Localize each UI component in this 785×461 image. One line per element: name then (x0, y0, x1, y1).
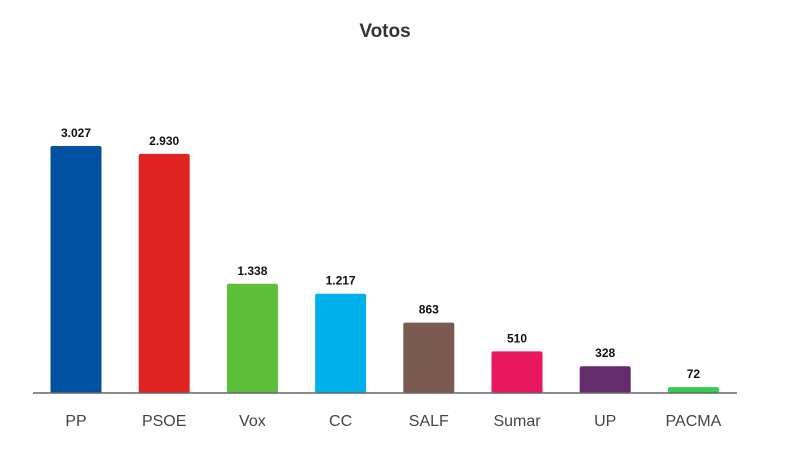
bar-up (579, 366, 631, 393)
bars-group: 3.027 PP 2.930 PSOE 1.338 Vox 1.217 CC 863 SALF 51… (50, 126, 722, 430)
data-label-pacma: 72 (687, 367, 701, 381)
tick-label-sumar: Sumar (493, 413, 541, 430)
data-label-salf: 863 (419, 303, 439, 317)
tick-label-psoe: PSOE (142, 413, 186, 430)
bar-sumar (491, 351, 543, 393)
bar-salf (403, 322, 455, 393)
chart-title: Votos (359, 21, 410, 42)
data-label-up: 328 (595, 346, 615, 360)
bar-pp (50, 146, 102, 393)
tick-label-pp: PP (65, 413, 86, 430)
bar-psoe (138, 153, 190, 393)
data-label-psoe: 2.930 (149, 134, 179, 148)
tick-label-pacma: PACMA (666, 413, 722, 430)
tick-label-vox: Vox (239, 413, 266, 430)
bar-cc (315, 293, 367, 393)
tick-label-cc: CC (329, 413, 352, 430)
data-label-cc: 1.217 (326, 274, 356, 288)
data-label-pp: 3.027 (61, 126, 91, 140)
data-label-vox: 1.338 (237, 264, 267, 278)
bar-pacma (667, 387, 719, 393)
data-label-sumar: 510 (507, 331, 527, 345)
tick-label-up: UP (594, 413, 616, 430)
tick-label-salf: SALF (409, 413, 449, 430)
bar-vox (226, 283, 278, 393)
